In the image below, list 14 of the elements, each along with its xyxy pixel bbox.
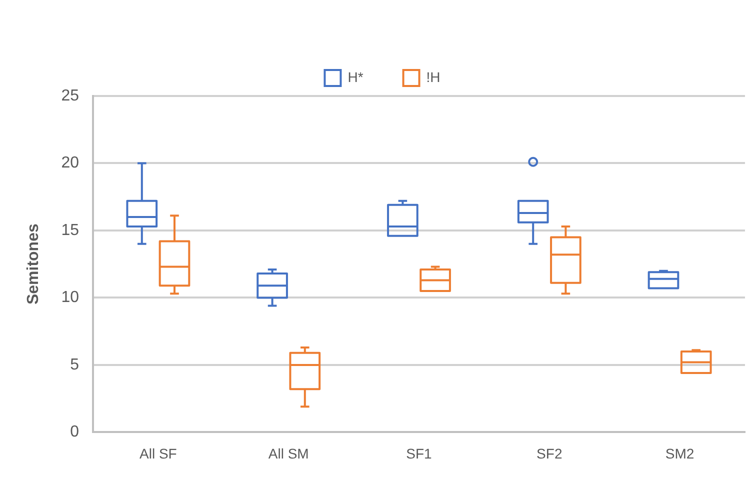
x-tick-label: All SF: [140, 445, 177, 462]
x-tick-label: SM2: [665, 445, 694, 462]
x-tick-label: SF1: [406, 445, 432, 462]
x-tick-label: SF2: [536, 445, 562, 462]
y-tick-label: 10: [61, 289, 80, 306]
legend-label: H*: [348, 68, 364, 85]
y-tick-label: 20: [61, 154, 80, 172]
y-axis-title: Semitones: [25, 224, 42, 305]
legend-label: !H: [426, 68, 440, 85]
y-tick-label: 0: [70, 424, 80, 441]
x-tick-label: All SM: [268, 445, 309, 462]
y-tick-label: 15: [61, 222, 80, 239]
y-tick-label: 5: [70, 356, 80, 374]
y-tick-label: 25: [61, 87, 80, 104]
